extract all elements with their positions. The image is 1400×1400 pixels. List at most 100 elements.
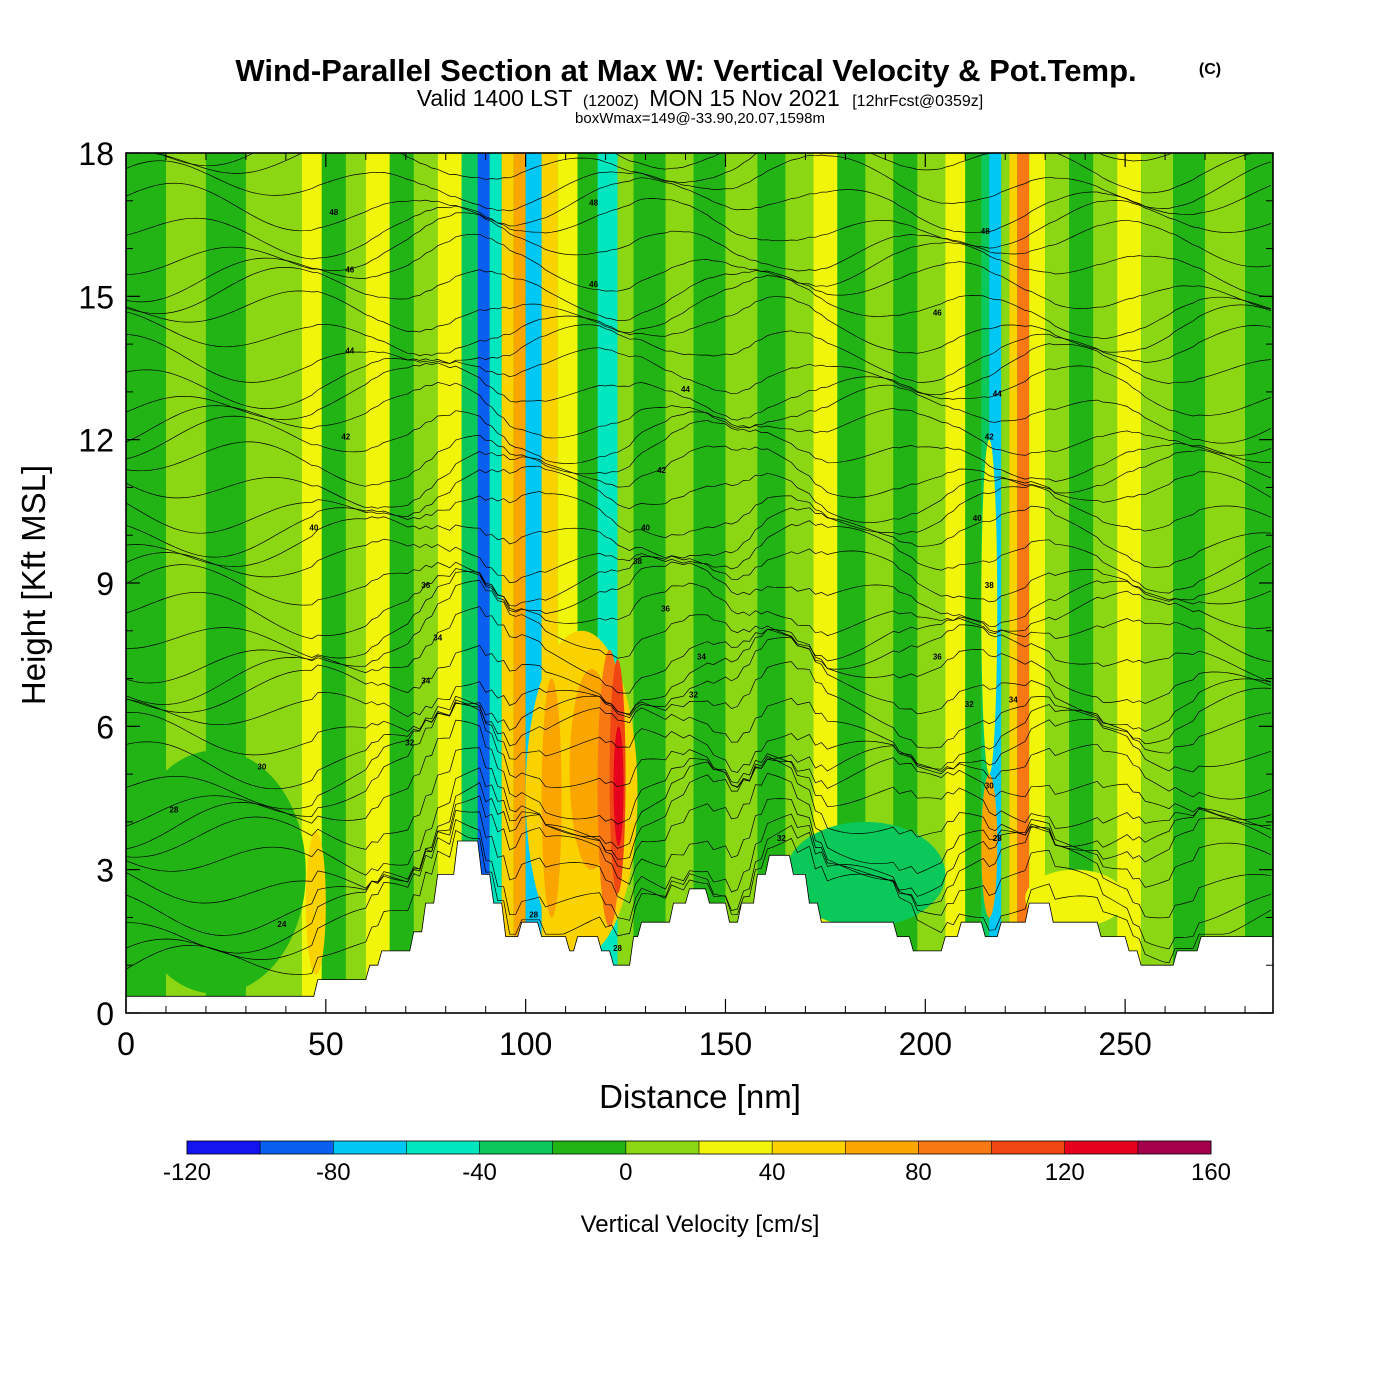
theta-contour-label: 40 [973, 514, 982, 523]
colorbar-swatch [772, 1141, 846, 1154]
theta-contour-line [126, 819, 1272, 960]
velocity-column [1141, 153, 1174, 1013]
velocity-column [389, 153, 414, 1013]
theta-contour-label: 44 [681, 385, 690, 394]
theta-contour-label: 42 [341, 433, 350, 442]
velocity-cell [305, 831, 326, 975]
theta-contour-line [126, 212, 1272, 275]
colorbar-swatch [1137, 1141, 1211, 1154]
theta-contour-label: 38 [633, 557, 642, 566]
velocity-column [693, 153, 726, 1013]
theta-contour-labels: 28 30 24 32 34 34 36 40 42 44 46 48 48 46 44 42 40 38 36 34… [170, 199, 1019, 953]
chart-title-mark: (C) [1199, 61, 1221, 78]
theta-contour-line [126, 275, 1272, 340]
theta-contour-label: 42 [985, 433, 994, 442]
velocity-column [461, 153, 478, 1013]
x-tick-label: 250 [1098, 1026, 1151, 1062]
theta-contour-line [126, 699, 1272, 827]
velocity-column [413, 153, 438, 1013]
velocity-column [965, 153, 982, 1013]
colorbar-tick-label: 80 [905, 1159, 932, 1186]
velocity-cell [981, 439, 998, 775]
theta-contour-line [156, 153, 1173, 170]
velocity-cell [541, 678, 562, 918]
terrain-mask [126, 840, 1273, 1013]
theta-contour-line [126, 420, 1272, 487]
velocity-column [1001, 153, 1010, 1013]
theta-contour-label: 46 [589, 280, 598, 289]
colorbar-swatch [479, 1141, 553, 1154]
y-tick-label: 6 [96, 709, 114, 745]
colorbar-swatch [552, 1141, 626, 1154]
y-tick-label: 0 [96, 996, 114, 1032]
x-axis: 0 50 100 150 200 250 [117, 153, 1246, 1062]
theta-contour-line [126, 261, 1272, 321]
colorbar-swatch [260, 1141, 334, 1154]
y-tick-label: 9 [96, 566, 114, 602]
colorbar-tick-label: 120 [1045, 1159, 1085, 1186]
colorbar-ticks: -120 -80 -40 0 40 80 120 160 [163, 1159, 1231, 1186]
theta-contour-label: 32 [405, 738, 414, 747]
velocity-cell [126, 750, 306, 994]
theta-contour-line [126, 755, 1272, 876]
theta-contour-line [126, 484, 1272, 558]
colorbar-swatch [991, 1141, 1065, 1154]
theta-contour-line [126, 580, 1272, 684]
theta-contour-label: 32 [965, 700, 974, 709]
theta-contour-label: 24 [277, 920, 286, 929]
subtitle-valid: Valid 1400 LST [417, 85, 573, 111]
theta-contour-label: 28 [613, 944, 622, 953]
theta-contour-label: 38 [985, 581, 994, 590]
velocity-column [945, 153, 966, 1013]
velocity-column [1069, 153, 1094, 1013]
theta-contour-label: 40 [641, 523, 650, 532]
theta-contours [126, 153, 1272, 975]
x-tick-label: 200 [899, 1026, 952, 1062]
colorbar-tick-label: 0 [619, 1159, 632, 1186]
y-tick-label: 12 [78, 423, 114, 459]
theta-contour-label: 48 [981, 227, 990, 236]
colorbar-swatch [699, 1141, 773, 1154]
colorbar-tick-label: -120 [163, 1159, 211, 1186]
theta-contour-line [126, 324, 1272, 383]
theta-contour-label: 42 [657, 466, 666, 475]
theta-contour-label: 32 [777, 834, 786, 843]
theta-contour-line [126, 795, 1272, 936]
theta-contour-line [126, 810, 1272, 954]
velocity-column [725, 153, 758, 1013]
velocity-column [1173, 153, 1206, 1013]
theta-contour-line [126, 465, 1272, 534]
theta-contour-line [126, 177, 1272, 234]
theta-contour-line [126, 296, 1272, 357]
theta-contour-label: 28 [529, 910, 538, 919]
velocity-column [1029, 153, 1046, 1013]
velocity-column [1017, 153, 1030, 1013]
theta-contour-label: 30 [985, 781, 994, 790]
theta-contour-line [126, 629, 1272, 715]
colorbar [186, 1140, 1212, 1155]
theta-contour-line [126, 445, 1272, 509]
x-tick-label: 150 [699, 1026, 752, 1062]
colorbar-swatch [406, 1141, 480, 1154]
theta-contour-line [126, 520, 1272, 594]
theta-contour-line [126, 829, 1272, 975]
theta-contour-line [126, 407, 1272, 464]
theta-contour-label: 46 [933, 308, 942, 317]
theta-contour-line [126, 154, 1272, 212]
theta-contour-line [126, 606, 1272, 705]
theta-contour-label: 40 [309, 523, 318, 532]
velocity-column [489, 153, 502, 1013]
y-tick-label: 18 [78, 136, 114, 172]
chart-subtitle: Valid 1400 LST (1200Z) MON 15 Nov 2021 [… [417, 85, 983, 111]
theta-contour-label: 48 [589, 199, 598, 208]
velocity-column [301, 153, 322, 1013]
colorbar-tick-label: 160 [1191, 1159, 1231, 1186]
velocity-column [893, 153, 918, 1013]
theta-contour-line [126, 772, 1272, 904]
velocity-column [501, 153, 514, 1013]
velocity-column [1045, 153, 1070, 1013]
theta-contour-line [126, 198, 1272, 260]
colorbar-swatch [845, 1141, 919, 1154]
theta-contour-label: 34 [421, 676, 430, 685]
